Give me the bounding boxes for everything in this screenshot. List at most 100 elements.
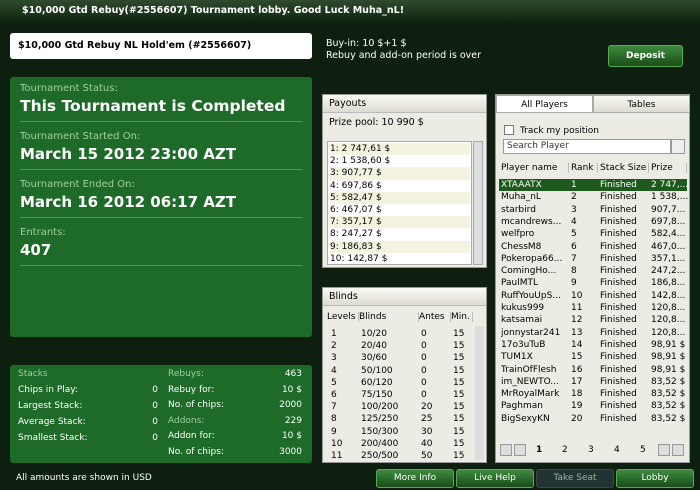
column-header: Blinds: [359, 312, 419, 322]
search-field[interactable]: Search Player: [503, 139, 671, 154]
rebuy-value: 10 $: [281, 431, 302, 441]
search-button[interactable]: [671, 139, 685, 154]
page-link[interactable]: 2: [562, 445, 568, 455]
stat-value: 0: [152, 401, 158, 411]
footer-button[interactable]: Lobby: [616, 469, 694, 488]
blind-cell: 20: [421, 402, 433, 413]
player-cell[interactable]: 17o3uTuB: [501, 339, 546, 350]
player-cell: 120,8...: [651, 303, 686, 313]
players-panel: All Players Tables Track my position Search…: [495, 94, 690, 463]
blind-cell: 10/20: [361, 329, 387, 339]
player-cell[interactable]: Muha_nL: [501, 192, 541, 203]
column-header: Stack Size: [598, 163, 649, 173]
player-cell: Finished: [600, 204, 637, 215]
footer-button[interactable]: More Info: [376, 469, 454, 488]
page-link[interactable]: 3: [588, 445, 594, 455]
selected-row: [499, 179, 687, 192]
player-cell[interactable]: ChessM8: [501, 241, 542, 252]
payout-row: 4: 697,86 $: [330, 180, 382, 191]
tab[interactable]: Tables: [593, 95, 690, 113]
player-cell[interactable]: welfpro: [501, 229, 535, 240]
player-cell: 98,91 $: [651, 364, 686, 375]
player-cell[interactable]: RuffYouUpS...: [501, 290, 561, 301]
blind-cell: 1: [331, 329, 337, 339]
blind-cell: 75/150: [361, 390, 393, 400]
player-cell: 2 747,...: [651, 180, 688, 190]
page-nav[interactable]: [658, 444, 670, 456]
player-cell: 186,8...: [651, 278, 686, 289]
player-cell: Finished: [600, 180, 637, 190]
column-header: Prize: [649, 163, 687, 173]
stat-value: 0: [152, 385, 158, 395]
page-link[interactable]: 4: [614, 445, 620, 455]
player-cell[interactable]: BigSexyKN: [501, 413, 550, 424]
player-cell: Finished: [600, 278, 637, 289]
page-link[interactable]: 1: [536, 445, 543, 455]
blind-cell: 0: [421, 329, 427, 339]
blind-cell: 15: [453, 390, 465, 400]
page-nav[interactable]: [672, 444, 684, 456]
rebuy-label: Rebuy for:: [168, 384, 215, 395]
blind-cell: 0: [421, 353, 427, 364]
tournament-title: $10,000 Gtd Rebuy NL Hold'em (#2556607): [10, 33, 312, 59]
blind-cell: 50: [421, 451, 433, 461]
player-cell: 83,52 $: [651, 401, 686, 412]
blind-cell: 3: [331, 353, 337, 364]
player-cell[interactable]: jonnystar241: [501, 327, 561, 338]
checkbox[interactable]: [504, 125, 514, 135]
stat-value: 0: [152, 433, 158, 443]
track-label: Track my position: [520, 126, 600, 136]
player-cell: 5: [571, 229, 577, 240]
footer-button[interactable]: Live Help: [456, 469, 534, 488]
status-label: Tournament Status:: [20, 83, 118, 94]
scrollbar: [475, 326, 484, 460]
stat-label: Average Stack:: [18, 417, 86, 427]
blind-cell: 15: [453, 451, 465, 461]
page-link[interactable]: 5: [640, 445, 646, 455]
player-cell[interactable]: katsamai: [501, 315, 543, 326]
blind-cell: 100/200: [361, 402, 399, 413]
blind-cell: 0: [421, 390, 427, 400]
player-cell[interactable]: ComingHo...: [501, 266, 557, 277]
stats-panel: Stacks Chips in Play: 0 Largest Stack: 0 Aver…: [10, 365, 312, 463]
player-cell: 17: [571, 376, 583, 387]
blind-cell: 15: [453, 365, 465, 376]
player-cell: 98,91 $: [651, 339, 686, 350]
blind-cell: 0: [421, 341, 427, 352]
deposit-button[interactable]: Deposit: [608, 45, 683, 67]
payout-row: 5: 582,47 $: [330, 191, 470, 205]
player-cell[interactable]: XTAAATX: [501, 180, 542, 190]
status-panel: Tournament Status: This Tournament is Com…: [10, 77, 312, 337]
rebuy-label: Addons:: [168, 415, 205, 426]
player-cell[interactable]: starbird: [501, 204, 536, 215]
blind-cell: 200/400: [361, 438, 399, 449]
player-cell[interactable]: TrainOfFlesh: [501, 364, 557, 375]
page-nav[interactable]: [500, 444, 512, 456]
player-cell[interactable]: kukus999: [501, 303, 545, 313]
blind-cell: 150/300: [361, 426, 399, 437]
player-cell: Finished: [600, 192, 637, 203]
player-cell[interactable]: im_NEWTO...: [501, 376, 559, 387]
payout-row: 1: 2 747,61 $: [330, 143, 470, 156]
blind-cell: 250/500: [361, 451, 399, 461]
player-cell: 142,8...: [651, 290, 686, 301]
player-cell[interactable]: MrRoyalMark: [501, 389, 560, 400]
blind-cell: 15: [453, 438, 465, 449]
player-cell[interactable]: TUM1X: [501, 352, 533, 363]
page-nav[interactable]: [514, 444, 526, 456]
player-cell: 98,91 $: [651, 352, 686, 363]
player-cell[interactable]: Pokeropa66...: [501, 253, 563, 264]
player-cell[interactable]: mcandrews...: [501, 216, 562, 227]
payouts-panel: Payouts Prize pool: 10 990 $ 1: 2 747,61 $…: [322, 94, 487, 268]
player-cell[interactable]: PaulMTL: [501, 278, 539, 289]
status-label: Tournament Started On:: [20, 131, 141, 142]
tab[interactable]: All Players: [496, 95, 593, 113]
payout-row: 8: 247,27 $: [330, 229, 382, 240]
player-cell[interactable]: Paghman: [501, 401, 543, 412]
player-cell: 83,52 $: [651, 376, 686, 387]
player-cell: 10: [571, 290, 583, 301]
player-cell: Finished: [600, 364, 637, 375]
footer-button[interactable]: Take Seat: [536, 469, 614, 488]
player-cell: 20: [571, 413, 583, 424]
